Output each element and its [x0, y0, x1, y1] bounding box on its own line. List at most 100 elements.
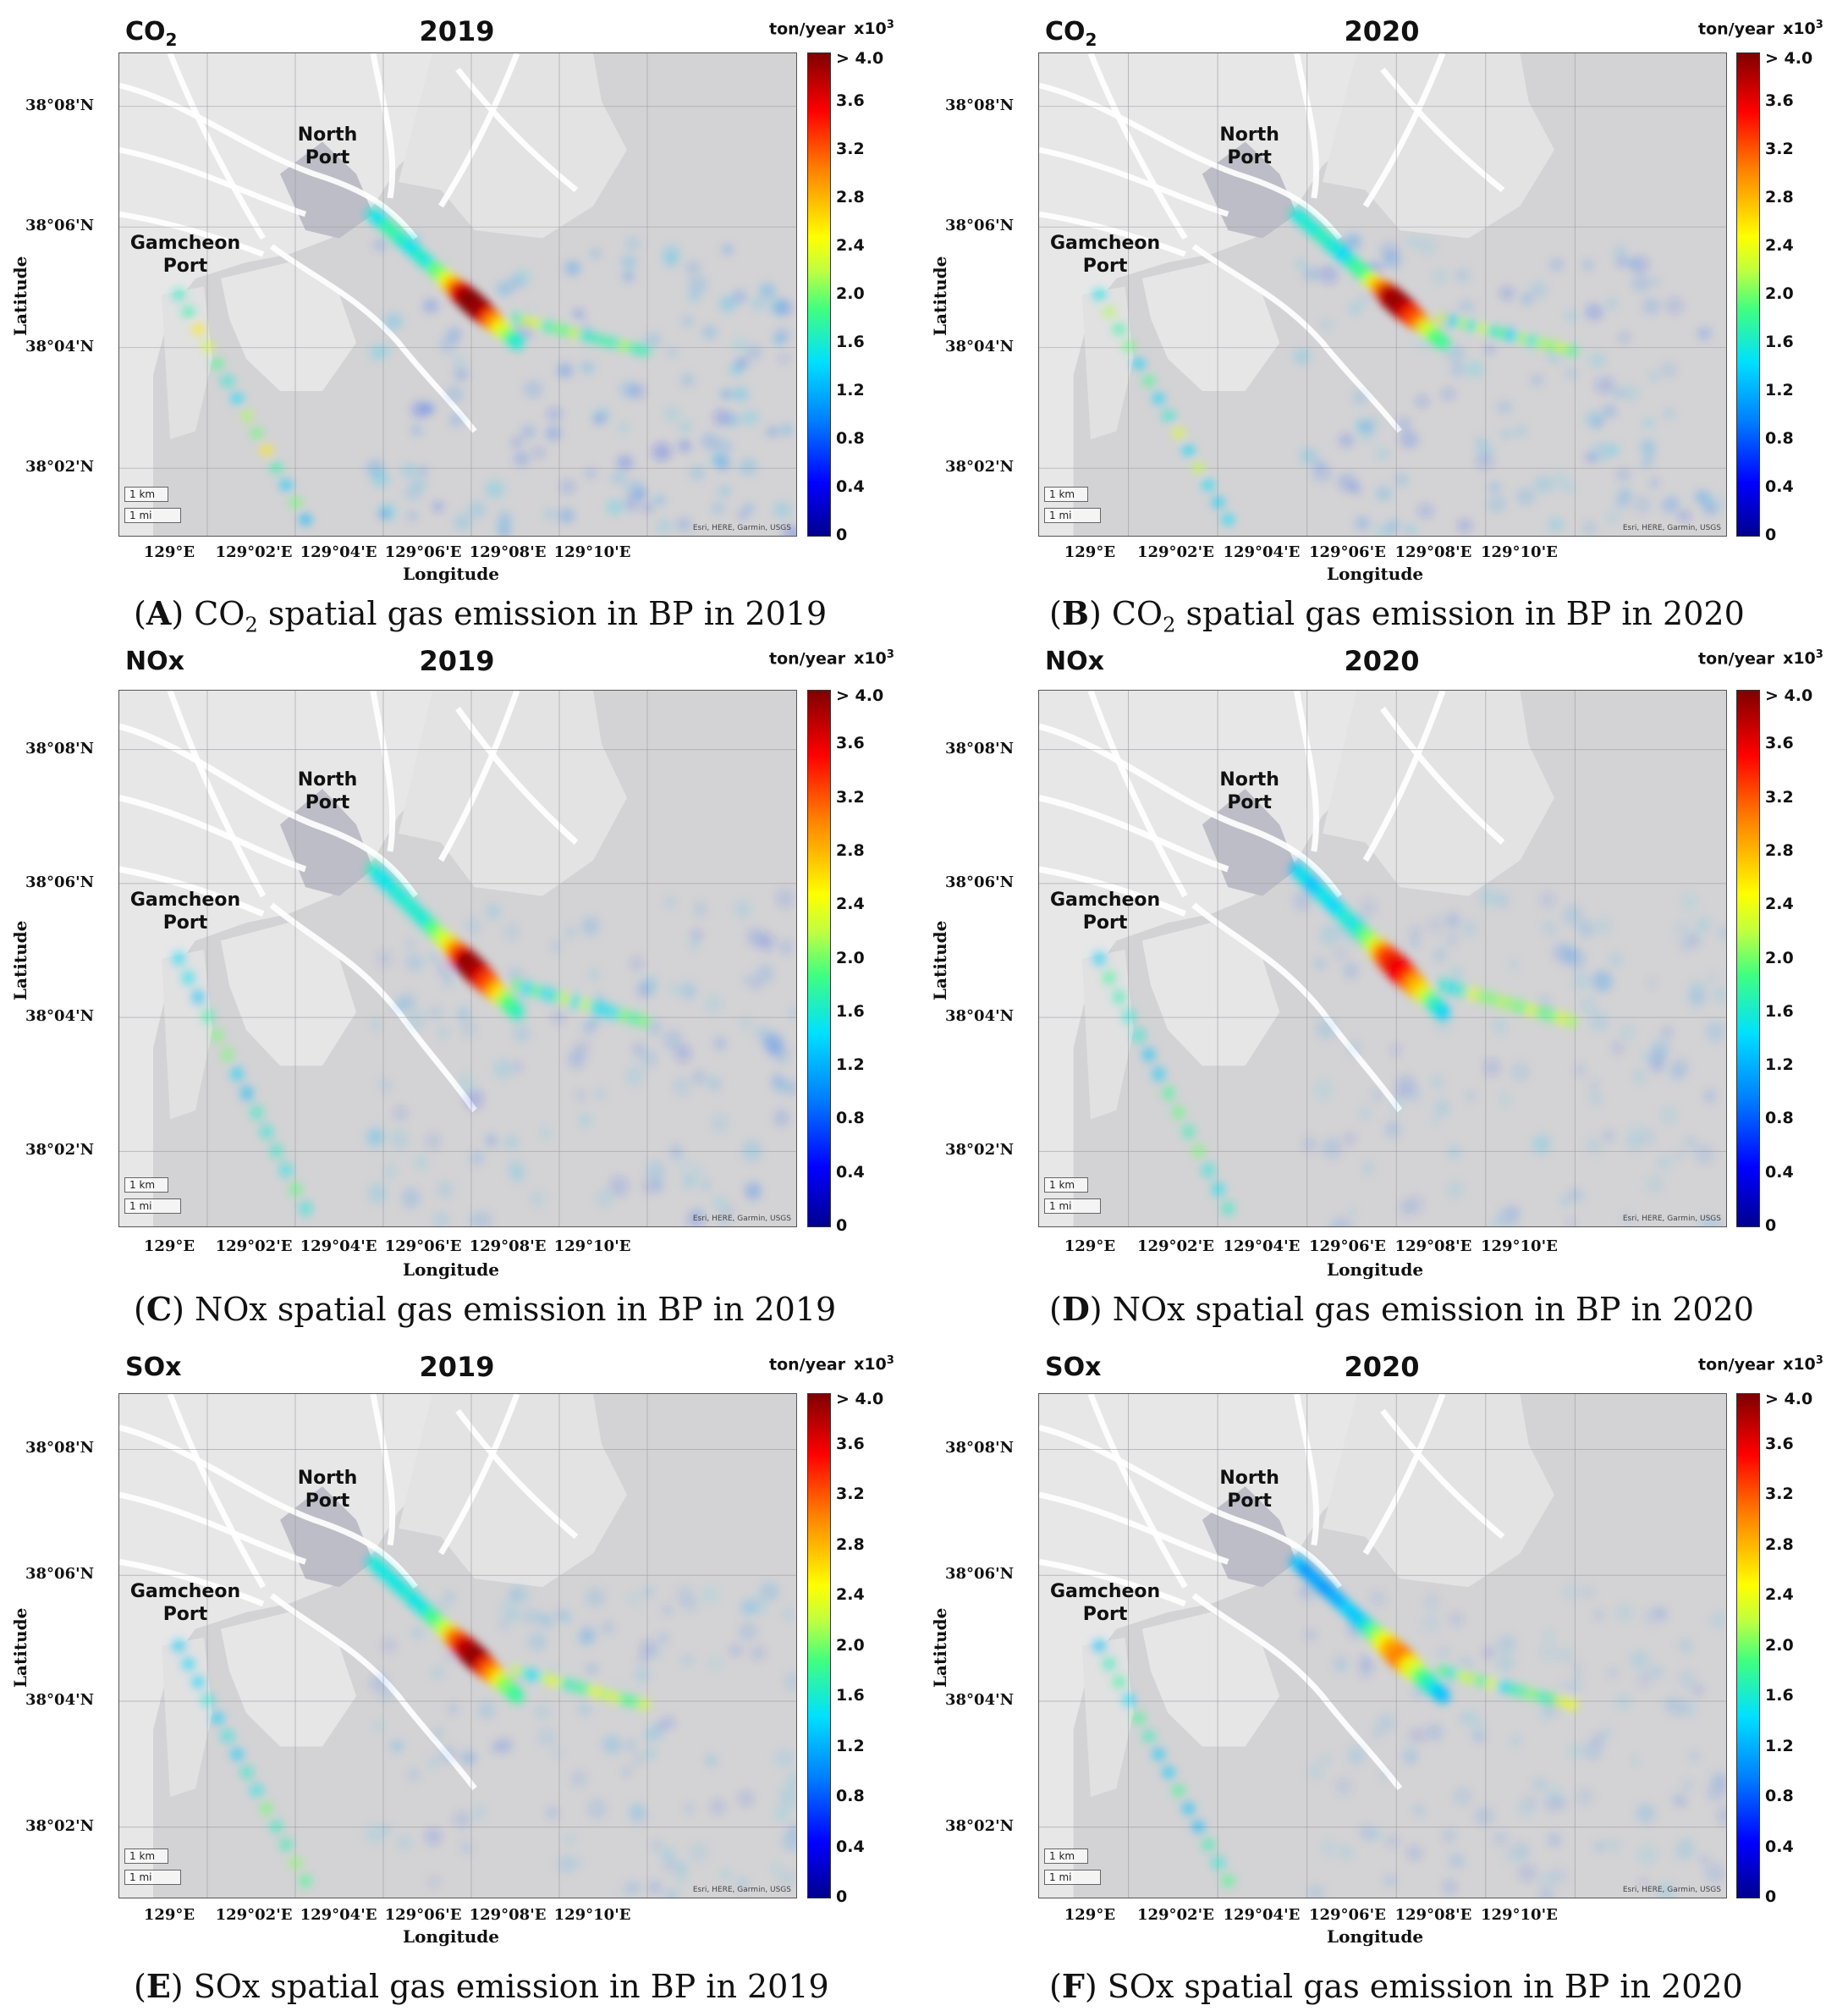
sea-emission-spot — [1404, 1751, 1417, 1764]
emission-map[interactable]: North Port Gamcheon Port 1 km 1 mi Esri, HERE,… — [118, 690, 797, 1227]
sea-emission-spot — [629, 1803, 644, 1818]
panel-caption: (F) SOx spatial gas emission in BP in 20… — [1049, 1967, 1743, 2005]
sea-emission-spot — [365, 1127, 384, 1148]
sea-emission-spot — [437, 1027, 448, 1039]
sea-emission-spot — [1602, 1129, 1615, 1143]
sea-emission-spot — [578, 1624, 598, 1645]
sea-emission-spot — [1632, 1069, 1647, 1083]
sea-emission-spot — [692, 1070, 707, 1085]
sea-emission-spot — [1634, 1802, 1653, 1821]
sea-emission-spot — [370, 1018, 382, 1031]
panel-year: 2020 — [1344, 645, 1420, 677]
road — [1362, 1394, 1446, 1556]
sea-emission-spot — [664, 896, 676, 909]
colorbar-tick: 0 — [1765, 1216, 1777, 1235]
sea-emission-spot — [535, 1610, 547, 1623]
emission-map[interactable]: North Port Gamcheon Port 1 km 1 mi Esri, HERE,… — [1038, 52, 1727, 537]
gas-subscript: 2 — [165, 30, 178, 50]
sea-emission-spot — [770, 1861, 784, 1875]
scale-km: 1 km — [124, 487, 168, 502]
longitude-tick: 129°06'E — [384, 543, 462, 561]
sea-emission-spot — [460, 1020, 477, 1038]
latitude-tick: 38°04'N — [25, 1007, 95, 1026]
gamcheon-emission-spot — [230, 392, 245, 405]
gamcheon-port-label: Gamcheon Port — [126, 889, 245, 934]
caption-open-paren: ( — [134, 1968, 146, 2005]
island — [1141, 1612, 1280, 1747]
landmass-north — [1322, 1394, 1554, 1588]
sea-emission-spot — [679, 420, 692, 433]
sea-emission-spot — [1448, 1853, 1466, 1870]
sea-emission-spot — [1410, 925, 1422, 938]
longitude-tick: 129°E — [143, 1237, 195, 1255]
heat-layer — [172, 1554, 796, 1898]
sea-emission-spot — [1718, 926, 1726, 941]
sea-emission-spot — [701, 1585, 720, 1605]
sea-emission-spot — [1384, 1120, 1401, 1138]
gamcheon-emission-spot — [1112, 989, 1126, 1005]
sea-emission-spot — [737, 510, 749, 521]
sea-emission-spot — [742, 973, 754, 986]
gamcheon-emission-spot — [1211, 495, 1225, 510]
sea-emission-spot — [690, 929, 702, 942]
gamcheon-emission-spot — [239, 1086, 254, 1101]
sea-emission-spot — [692, 1164, 704, 1176]
sea-emission-spot — [443, 1651, 456, 1663]
gamcheon-port-label: Gamcheon Port — [126, 232, 245, 278]
latitude-tick: 38°08'N — [945, 739, 1015, 758]
sea-emission-spot — [634, 1666, 651, 1683]
sea-emission-spot — [652, 1839, 663, 1851]
sea-emission-spot — [1642, 297, 1661, 315]
north-port-line1: North — [1219, 769, 1279, 791]
emission-map[interactable]: North Port Gamcheon Port 1 km 1 mi Esri, HERE,… — [1038, 1393, 1727, 1898]
sea-emission-spot — [1529, 281, 1548, 299]
sea-emission-spot — [397, 1835, 413, 1851]
gamcheon-emission-spot — [1221, 1201, 1235, 1216]
sea-emission-spot — [400, 462, 418, 479]
sea-emission-spot — [720, 388, 733, 400]
sea-emission-spot — [768, 297, 788, 316]
sea-emission-spot — [1538, 1642, 1559, 1662]
sea-emission-spot — [624, 1065, 645, 1086]
sea-emission-spot — [404, 938, 416, 950]
sea-emission-spot — [1390, 1099, 1403, 1112]
gamcheon-emission-spot — [1161, 409, 1176, 422]
map-canvas — [119, 691, 796, 1226]
sea-emission-spot — [404, 952, 421, 972]
sea-emission-spot — [732, 337, 747, 352]
emission-map[interactable]: North Port Gamcheon Port 1 km 1 mi Esri, HERE,… — [118, 52, 797, 537]
sea-emission-spot — [410, 424, 422, 436]
sea-emission-spot — [693, 901, 708, 917]
sea-emission-spot — [550, 940, 562, 952]
sea-emission-spot — [693, 1207, 705, 1220]
emission-map[interactable]: North Port Gamcheon Port 1 km 1 mi Esri, HERE,… — [118, 1393, 797, 1898]
gas-label: CO2 — [1045, 17, 1097, 50]
sea-emission-spot — [715, 455, 731, 471]
sea-emission-spot — [564, 926, 577, 939]
colorbar-tick: 2.8 — [1765, 188, 1794, 207]
sea-emission-spot — [1405, 1087, 1422, 1104]
colorbar-tick: 1.6 — [1765, 333, 1794, 351]
sea-emission-spot — [1566, 1743, 1584, 1760]
gas-label: NOx — [125, 647, 184, 676]
longitude-tick: 129°10'E — [553, 543, 631, 561]
sea-emission-spot — [497, 1616, 512, 1631]
emission-map[interactable]: North Port Gamcheon Port 1 km 1 mi Esri, HERE,… — [1038, 690, 1727, 1227]
sea-emission-spot — [1574, 1191, 1587, 1204]
sea-emission-spot — [729, 1644, 742, 1657]
sea-emission-spot — [498, 527, 510, 536]
y-axis-label: Latitude — [10, 256, 30, 336]
unit-text: ton/year — [1698, 19, 1775, 39]
sea-emission-spot — [551, 1007, 567, 1025]
branch-emission-spot — [637, 344, 651, 358]
sea-emission-spot — [641, 1050, 658, 1067]
sea-emission-spot — [1478, 887, 1498, 907]
landmass-west — [1039, 1394, 1452, 1898]
longitude-tick: 129°06'E — [1308, 543, 1386, 561]
sea-emission-spot — [1621, 384, 1640, 402]
scale-mi: 1 mi — [1044, 1870, 1101, 1885]
map-attribution: Esri, HERE, Garmin, USGS — [692, 1215, 791, 1223]
island — [221, 923, 356, 1066]
sea-emission-spot — [1342, 1132, 1357, 1147]
scale-mi: 1 mi — [124, 508, 181, 523]
